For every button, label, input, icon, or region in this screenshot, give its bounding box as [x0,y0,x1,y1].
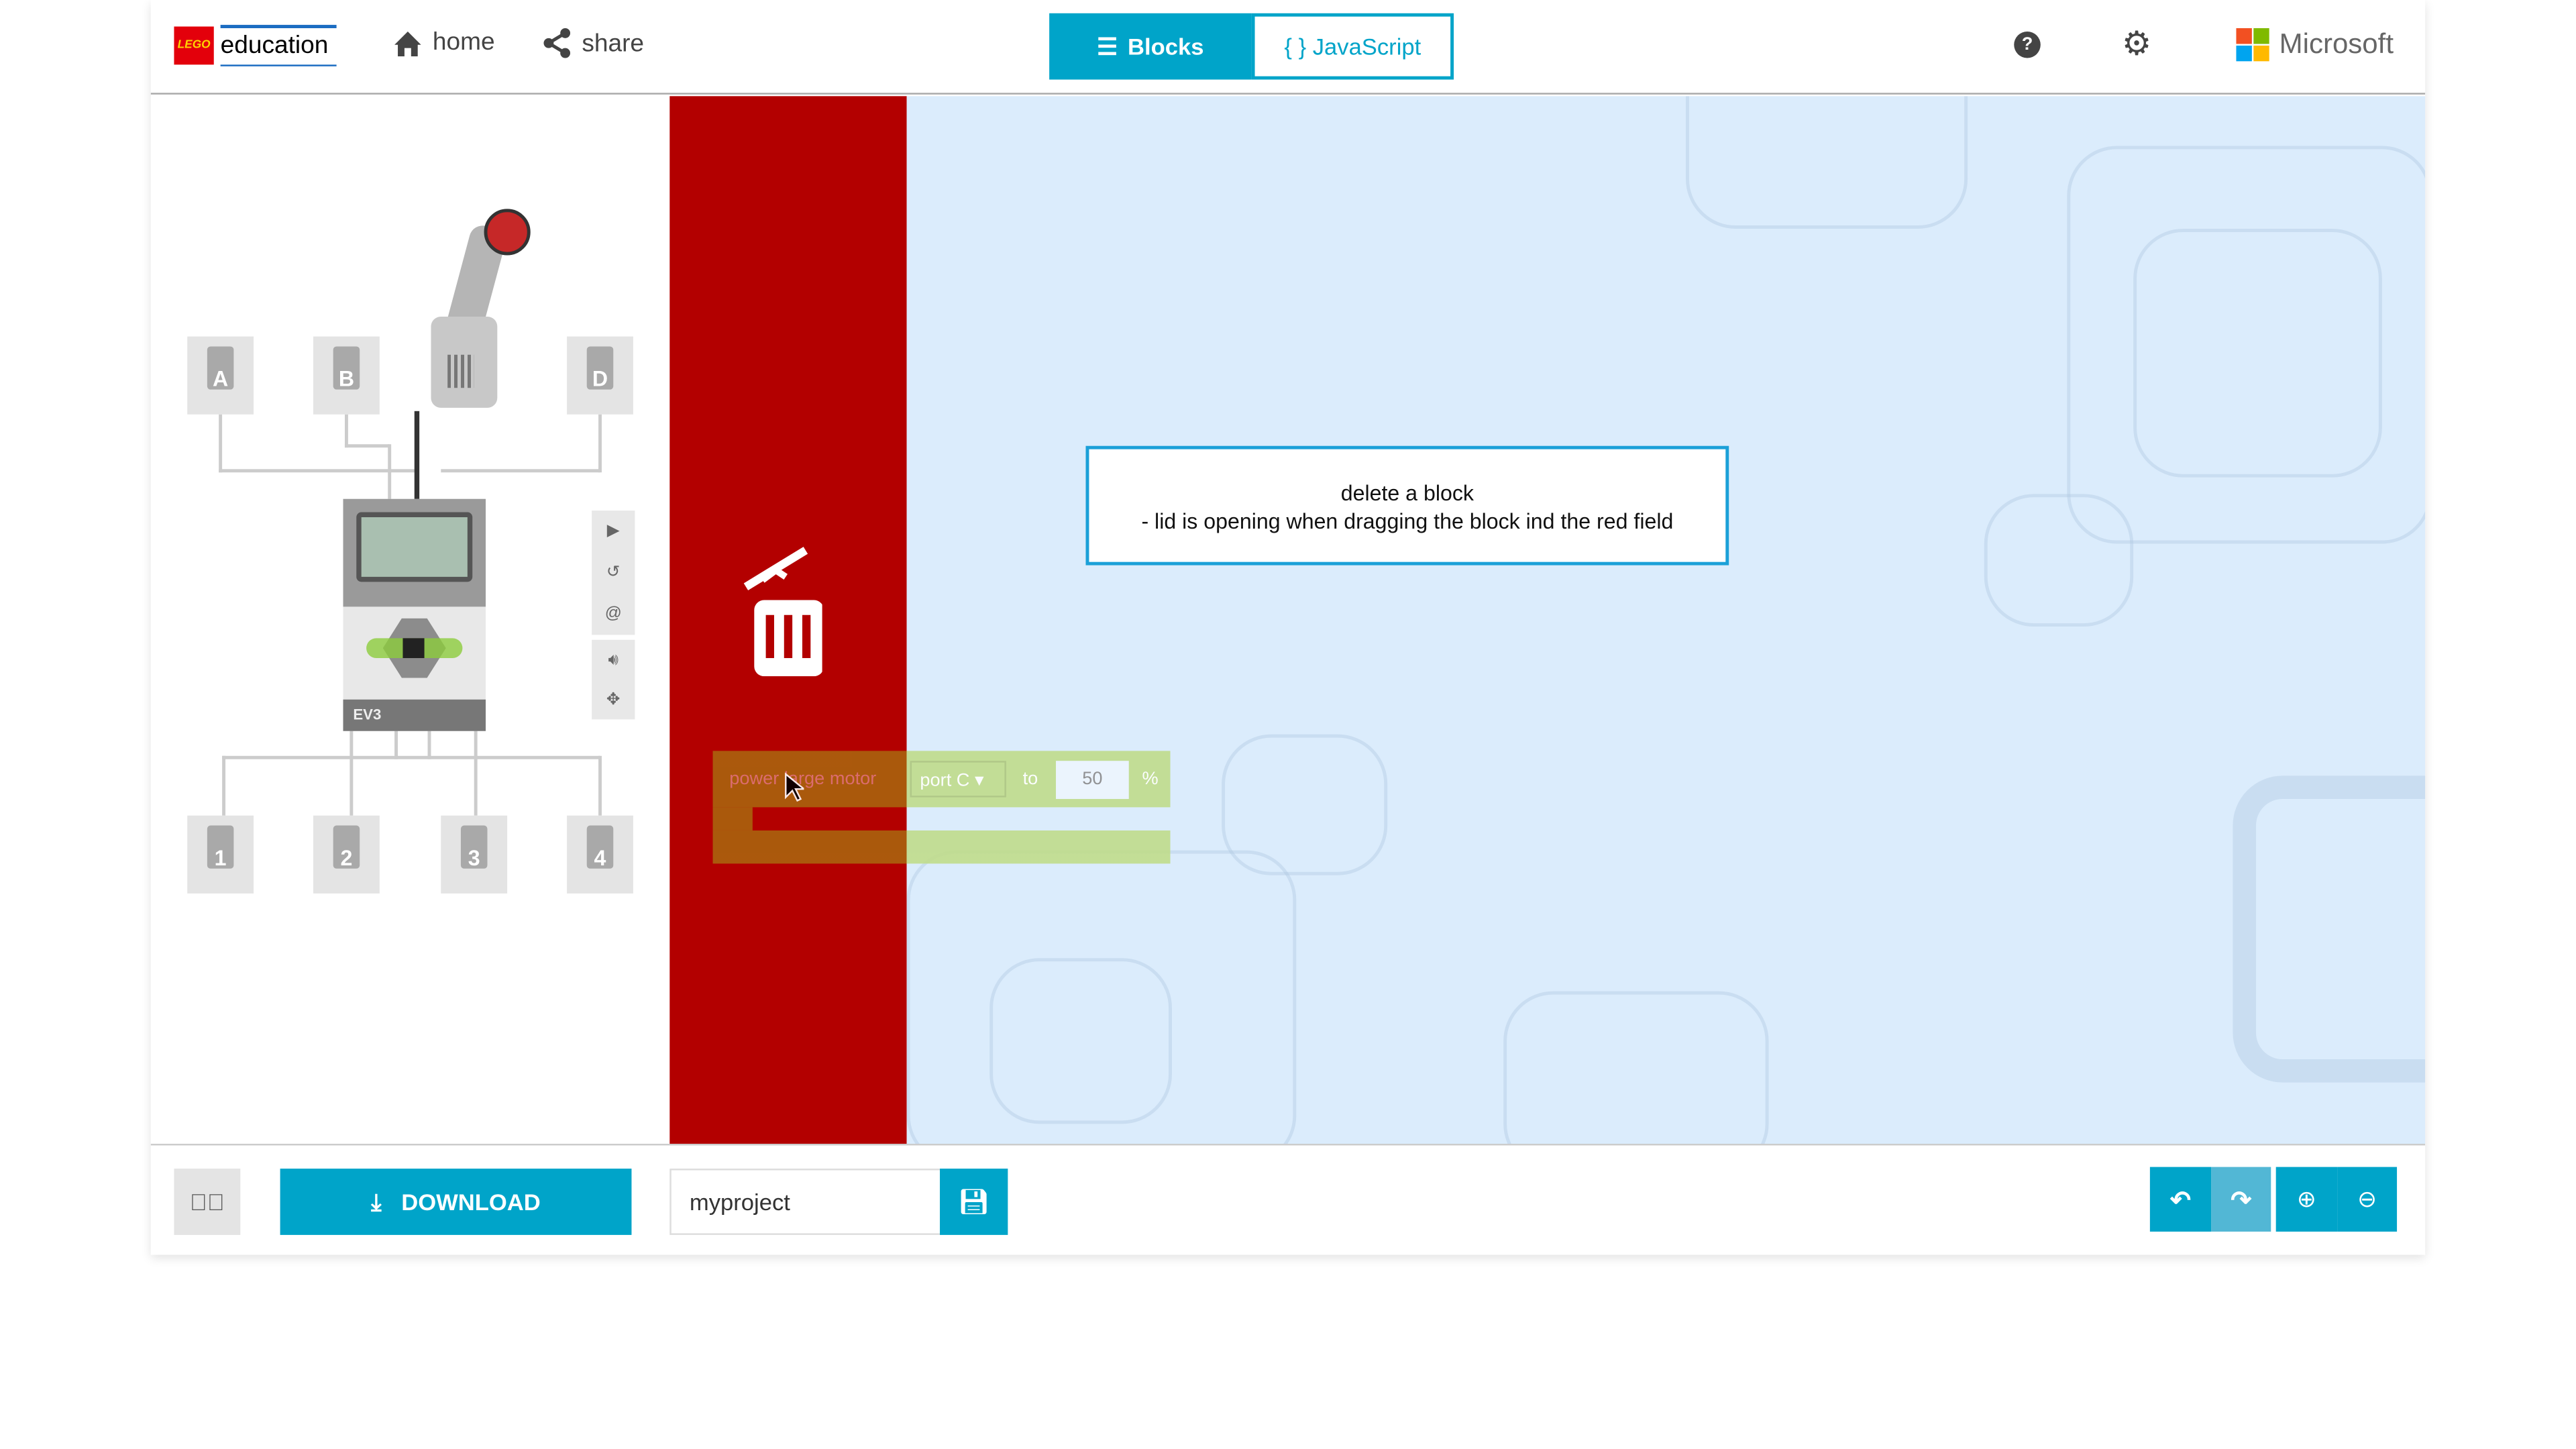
download-label: DOWNLOAD [401,1188,541,1216]
download-icon: ⤓ [371,1187,382,1215]
port-3[interactable]: 3 [441,815,508,894]
bottom-bar: ◂⃞ ⤓ DOWNLOAD myproject 💾︎ ↶ ↷ ⊕ ⊖ [150,1143,2426,1255]
blocks-workspace[interactable] [906,96,2426,1144]
trash-area[interactable] [669,96,907,1144]
restart-icon[interactable]: ↺ [606,564,621,582]
redo-button[interactable]: ↷ [2211,1167,2271,1232]
simulator: A B D 1 2 3 4 EV3 ▶ ↺ @ 🔊︎ ✥ [150,96,670,1144]
brick-label: EV3 [343,699,486,731]
port-4[interactable]: 4 [567,815,633,894]
tooltip: delete a block - lid is opening when dra… [1085,445,1729,566]
sim-controls-2: 🔊︎ ✥ [592,639,635,720]
block-to: to [1022,769,1038,790]
slow-motion-icon[interactable]: @ [604,604,622,624]
ev3-brick[interactable]: EV3 [343,498,486,731]
save-icon: 💾︎ [958,1188,990,1217]
zoom-in-icon: ⊕ [2296,1185,2316,1212]
trash-icon [743,547,822,677]
project-name-input[interactable]: myproject [669,1169,942,1235]
port-b[interactable]: B [313,336,380,415]
share-icon [543,28,571,58]
share-label: share [582,29,645,58]
tooltip-text: - lid is opening when dragging the block… [1141,508,1674,534]
lego-logo: LEGO [174,26,214,65]
port-2[interactable]: 2 [313,815,380,894]
tab-blocks[interactable]: ☰ Blocks [1049,13,1252,80]
help-icon[interactable]: ? [2014,31,2041,58]
blocks-icon: ☰ [1097,32,1118,59]
block-label: power large motor [729,769,877,790]
share-link[interactable]: share [542,28,644,58]
speed-input[interactable]: 50 [1056,761,1129,800]
port-dropdown[interactable]: port C ▾ [910,761,1006,798]
fullscreen-icon[interactable]: ✥ [606,690,621,709]
gear-icon[interactable]: ⚙ [2121,26,2152,63]
undo-button[interactable]: ↶ [2149,1167,2212,1232]
cursor-icon [785,772,804,802]
large-motor[interactable] [425,209,531,416]
header: LEGO education home share ☰ Blocks { } Ja… [150,0,2426,95]
tab-javascript[interactable]: { } JavaScript [1251,13,1454,80]
power-motor-block[interactable]: power large motor port C ▾ to 50 % [712,751,1171,864]
brand-name: education [220,25,337,66]
save-button[interactable]: 💾︎ [940,1169,1008,1235]
app-frame: LEGO education home share ☰ Blocks { } Ja… [150,0,2426,1255]
microsoft-logo: Microsoft [2236,28,2394,62]
motor-cable [414,411,420,502]
play-icon[interactable]: ▶ [606,522,620,541]
brick-screen [356,512,473,582]
port-a[interactable]: A [187,336,254,415]
zoom-in-button[interactable]: ⊕ [2275,1167,2338,1232]
block-unit: % [1142,769,1159,790]
tab-blocks-label: Blocks [1128,33,1204,60]
home-icon [394,30,421,56]
download-button[interactable]: ⤓ DOWNLOAD [280,1169,632,1235]
home-link[interactable]: home [393,28,495,56]
collapse-icon: ◂⃞ [189,1188,225,1216]
tooltip-title: delete a block [1340,480,1474,506]
microsoft-icon [2236,28,2269,62]
motor-hub [484,209,531,256]
toggle-simulator-button[interactable]: ◂⃞ [174,1169,241,1235]
home-label: home [432,28,495,57]
port-d[interactable]: D [567,336,633,415]
redo-icon: ↷ [2231,1186,2252,1215]
sim-controls: ▶ ↺ @ [592,511,635,635]
port-1[interactable]: 1 [187,815,254,894]
sound-icon[interactable]: 🔊︎ [608,650,619,669]
microsoft-label: Microsoft [2279,28,2394,60]
zoom-out-button[interactable]: ⊖ [2337,1167,2398,1232]
undo-icon: ↶ [2170,1186,2192,1215]
zoom-out-icon: ⊖ [2357,1185,2377,1212]
